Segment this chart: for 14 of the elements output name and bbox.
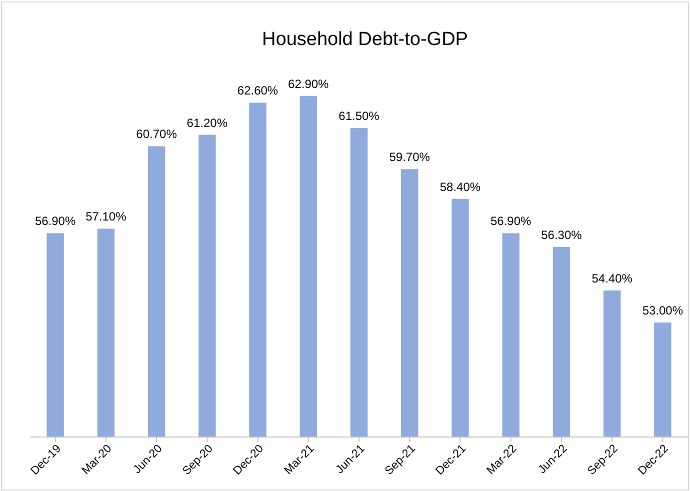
- data-label: 56.90%: [490, 214, 532, 228]
- data-label: 56.90%: [34, 214, 76, 228]
- data-label: 62.60%: [237, 84, 278, 98]
- data-label: 58.40%: [440, 180, 481, 194]
- data-label: 61.20%: [186, 116, 228, 130]
- text: Household Debt-to-GDP: [262, 29, 468, 50]
- data-label: 56.30%: [541, 228, 582, 242]
- data-label: 54.40%: [592, 271, 633, 286]
- data-label: 59.70%: [389, 150, 430, 164]
- data-label: 53.00%: [642, 304, 684, 318]
- data-label: 61.50%: [338, 108, 380, 123]
- data-label: 62.90%: [288, 76, 330, 91]
- data-label: 57.10%: [86, 210, 127, 224]
- data-label: 60.70%: [136, 127, 178, 142]
